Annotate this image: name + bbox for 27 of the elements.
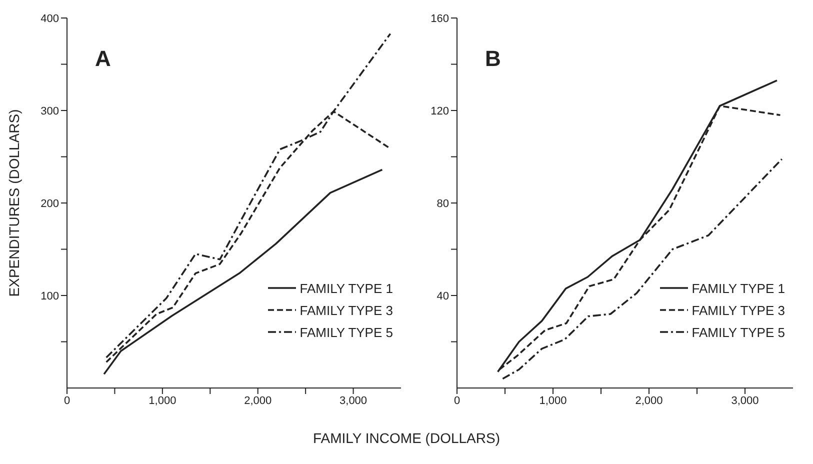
x-axis-title: FAMILY INCOME (DOLLARS)	[312, 430, 501, 446]
y-tick-label: 160	[430, 12, 449, 25]
x-tick-label: 2,000	[244, 394, 272, 407]
y-tick-label: 80	[436, 198, 449, 210]
legend-label: FAMILY TYPE 5	[300, 324, 393, 340]
y-tick-label: 400	[40, 12, 59, 25]
x-tick-label: 0	[454, 394, 460, 407]
y-tick-label: 100	[40, 290, 59, 302]
text: A	[95, 46, 111, 72]
y-tick-label: 120	[430, 105, 449, 118]
x-tick-label: 1,000	[539, 394, 567, 407]
text: B	[485, 46, 501, 72]
x-tick-label: 1,000	[148, 394, 176, 407]
legend-label: FAMILY TYPE 3	[300, 302, 393, 318]
y-tick-label: 40	[436, 290, 449, 302]
legend-label: FAMILY TYPE 1	[692, 280, 785, 296]
legend-label: FAMILY TYPE 1	[300, 280, 393, 296]
x-tick-label: 2,000	[635, 394, 663, 407]
legend-label: FAMILY TYPE 5	[692, 324, 785, 340]
y-axis-title: EXPENDITURES (DOLLARS)	[6, 109, 22, 297]
x-tick-label: 3,000	[340, 394, 368, 407]
line-series	[502, 158, 783, 380]
x-tick-label: 3,000	[731, 394, 759, 407]
y-tick-label: 200	[40, 198, 59, 210]
x-tick-label: 0	[64, 394, 70, 407]
legend-label: FAMILY TYPE 3	[692, 302, 785, 318]
y-tick-label: 300	[40, 105, 59, 118]
